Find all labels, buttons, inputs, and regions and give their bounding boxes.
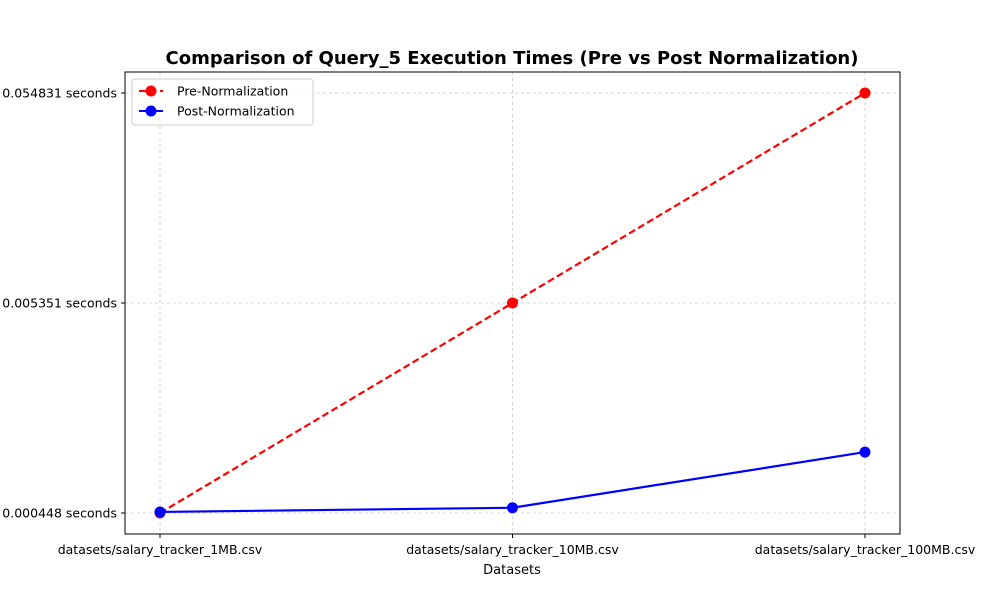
- data-point-pre: [859, 87, 871, 99]
- legend-marker-pre: [145, 85, 157, 97]
- y-tick-label: 0.000448 seconds: [2, 506, 117, 521]
- legend-label-pre: Pre-Normalization: [177, 84, 288, 99]
- legend-marker-post: [145, 105, 157, 117]
- legend-box: [131, 78, 314, 126]
- legend-label-post: Post-Normalization: [177, 104, 295, 119]
- series-lines: [154, 87, 871, 519]
- x-tick-label: datasets/salary_tracker_100MB.csv: [755, 542, 976, 557]
- data-point-post: [507, 502, 518, 514]
- y-axis-ticks: 0.000448 seconds 0.005351 seconds 0.054831…: [2, 86, 125, 521]
- x-axis-ticks: datasets/salary_tracker_1MB.csv datasets/…: [58, 534, 976, 557]
- x-axis-label: Datasets: [483, 563, 541, 578]
- x-tick-label: datasets/salary_tracker_1MB.csv: [58, 542, 263, 557]
- data-point-pre: [507, 297, 518, 309]
- data-point-post: [154, 506, 166, 518]
- x-tick-label: datasets/salary_tracker_10MB.csv: [406, 542, 619, 557]
- data-point-post: [859, 446, 871, 458]
- y-tick-label: 0.005351 seconds: [2, 296, 117, 311]
- legend: Pre-Normalization Post-Normalization: [131, 78, 314, 126]
- chart-title: Comparison of Query_5 Execution Times (P…: [166, 48, 859, 69]
- y-tick-label: 0.054831 seconds: [2, 86, 117, 101]
